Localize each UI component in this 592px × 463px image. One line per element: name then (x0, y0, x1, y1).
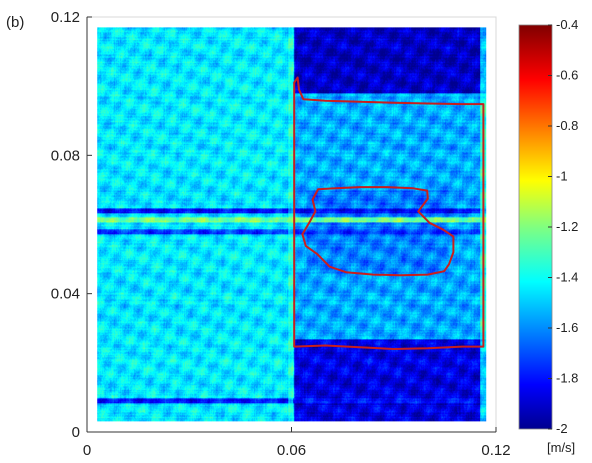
colorbar-unit-label: [m/s] (547, 440, 575, 455)
y-tick-label: 0 (72, 424, 80, 441)
y-tick-label: 0.12 (51, 9, 80, 26)
y-axis-ticks: 0 0.04 0.08 0.12 (51, 9, 92, 441)
colorbar-tick-label: -1 (556, 169, 568, 184)
y-tick-label: 0.08 (51, 147, 80, 164)
heatmap-plot: 0 0.06 0.12 0 0.04 0.08 0.12 (51, 9, 511, 459)
x-tick-label: 0.06 (277, 442, 306, 459)
outer-contour-line (293, 76, 485, 350)
inner-contour-line (301, 186, 455, 277)
panel-label: (b) (6, 14, 24, 31)
colorbar-tick-label: -0.6 (556, 68, 578, 83)
x-axis-ticks: 0 0.06 0.12 (83, 427, 511, 459)
colorbar-tick-label: -1.8 (556, 371, 578, 386)
x-tick-label: 0 (83, 442, 91, 459)
colorbar-tick-label: -1.6 (556, 320, 578, 335)
colorbar-tick-label: -0.8 (556, 118, 578, 133)
colorbar-tick-label: -1.4 (556, 270, 578, 285)
colorbar: -0.4 -0.6 -0.8 -1 -1.2 -1.4 -1.6 -1.8 -2 [m/s] (518, 17, 578, 455)
colorbar-tick-label: -0.4 (556, 17, 578, 32)
colorbar-tick-label: -2 (556, 421, 568, 436)
heatmap-field (97, 27, 487, 422)
colorbar-tick-label: -1.2 (556, 219, 578, 234)
colorbar-gradient (518, 24, 553, 430)
heatmap-image (97, 27, 487, 422)
x-tick-label: 0.12 (481, 442, 510, 459)
y-tick-label: 0.04 (51, 286, 80, 303)
colorbar-ticks: -0.4 -0.6 -0.8 -1 -1.2 -1.4 -1.6 -1.8 -2 (548, 17, 578, 436)
contour-layer (293, 76, 485, 350)
